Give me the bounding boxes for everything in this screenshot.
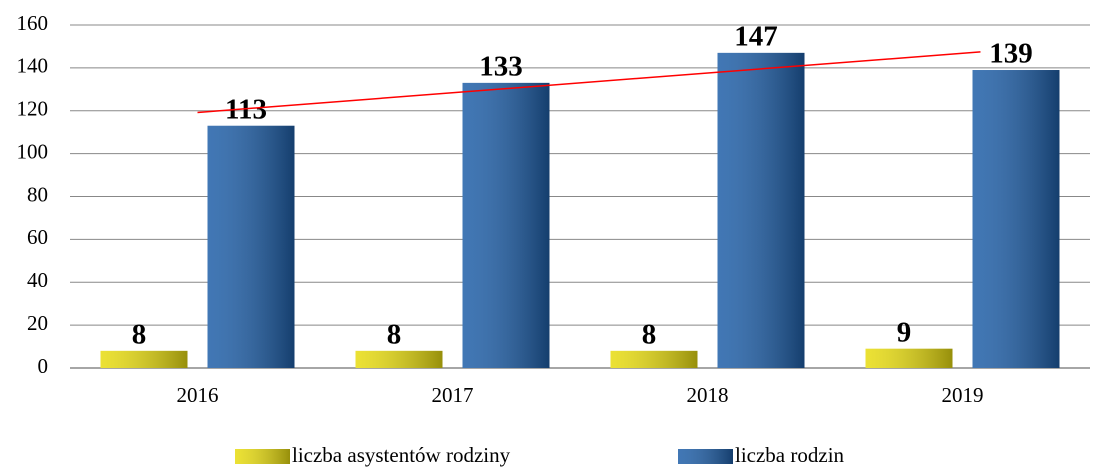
y-tick-label: 100	[17, 139, 49, 163]
bar-shade	[207, 125, 295, 368]
value-label: 133	[479, 51, 523, 83]
legend-swatch-shade	[678, 449, 733, 464]
value-label: 139	[989, 38, 1033, 70]
bar-shade	[100, 350, 188, 368]
bar-shade	[865, 348, 953, 368]
value-label: 8	[387, 319, 402, 351]
y-tick-label: 160	[17, 11, 49, 35]
value-label: 147	[734, 21, 778, 53]
value-label: 8	[132, 319, 147, 351]
legend-swatch-shade	[235, 449, 290, 464]
x-tick-label: 2019	[942, 383, 984, 407]
legend-label: liczba rodzin	[735, 443, 845, 467]
bar-shade	[717, 52, 805, 369]
y-tick-label: 80	[27, 182, 48, 206]
y-tick-label: 40	[27, 268, 48, 292]
y-tick-label: 60	[27, 225, 48, 249]
legend-label: liczba asystentów rodziny	[292, 443, 511, 467]
x-tick-label: 2016	[177, 383, 219, 407]
value-label: 9	[897, 316, 912, 348]
trendline	[197, 51, 981, 114]
x-tick-label: 2018	[687, 383, 729, 407]
y-tick-label: 20	[27, 311, 48, 335]
value-label: 8	[642, 319, 657, 351]
y-tick-label: 120	[17, 97, 49, 121]
x-tick-label: 2017	[432, 383, 474, 407]
bar-shade	[462, 82, 550, 368]
bar-shade	[972, 70, 1060, 369]
y-tick-label: 0	[38, 354, 49, 378]
bar-shade	[610, 350, 698, 368]
bar-shade	[355, 350, 443, 368]
y-tick-label: 140	[17, 54, 49, 78]
